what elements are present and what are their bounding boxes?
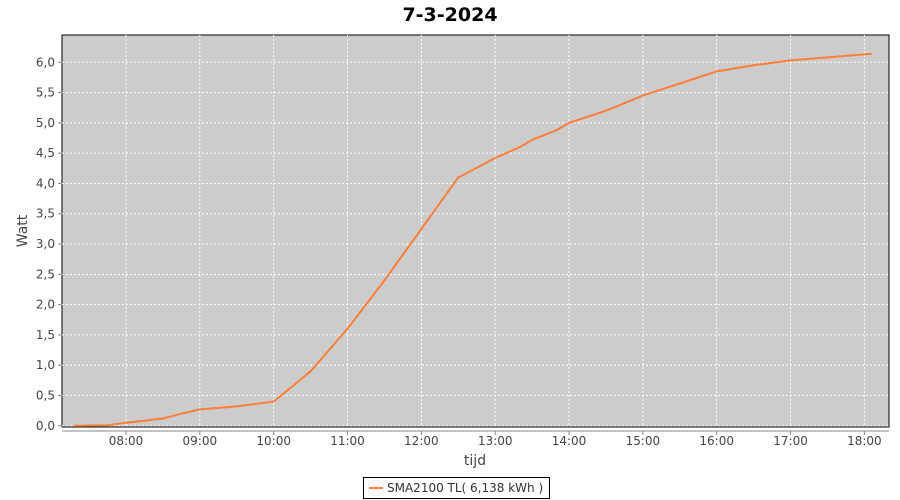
x-axis: 08:00 09:00 10:00 11:00 12:00 13:00 14:00 15:00… (62, 430, 889, 448)
y-tick-label: 1,0 (36, 358, 55, 372)
chart-title: 7-3-2024 (402, 4, 497, 26)
y-tick-label: 1,5 (36, 328, 55, 342)
plot-area (61, 34, 890, 428)
y-tick-label: 4,0 (36, 176, 55, 190)
x-tick-label: 12:00 (404, 434, 439, 448)
y-tick-label: 0,5 (36, 388, 55, 402)
x-axis-label: tijd (464, 453, 486, 469)
legend-swatch (369, 487, 383, 489)
x-tick-label: 14:00 (552, 434, 587, 448)
y-tick-label: 5,0 (36, 116, 55, 130)
y-tick-label: 5,5 (36, 86, 55, 100)
x-tick-label: 08:00 (109, 434, 144, 448)
y-tick-label: 3,5 (36, 207, 55, 221)
y-tick-label: 6,0 (36, 55, 55, 69)
y-tick-label: 0,0 (36, 419, 55, 433)
x-tick-label: 17:00 (773, 434, 808, 448)
legend-label: SMA2100 TL( 6,138 kWh ) (387, 481, 544, 495)
series-line (74, 52, 872, 427)
y-tick-label: 3,0 (36, 237, 55, 251)
x-tick-label: 11:00 (330, 434, 365, 448)
x-tick-label: 15:00 (626, 434, 661, 448)
y-axis: 0,0 0,5 1,0 1,5 2,0 2,5 3,0 3,5 4,0 4,5 5,0 5,5 6,0 (36, 55, 62, 433)
legend: SMA2100 TL( 6,138 kWh ) (363, 477, 551, 499)
x-tick-label: 09:00 (183, 434, 218, 448)
grid (62, 35, 889, 427)
y-tick-label: 2,5 (36, 267, 55, 281)
x-tick-label: 16:00 (699, 434, 734, 448)
x-tick-label: 13:00 (478, 434, 513, 448)
x-tick-label: 18:00 (847, 434, 882, 448)
y-tick-label: 4,5 (36, 146, 55, 160)
y-axis-label: Watt (15, 214, 31, 247)
y-tick-label: 2,0 (36, 298, 55, 312)
x-tick-label: 10:00 (256, 434, 291, 448)
